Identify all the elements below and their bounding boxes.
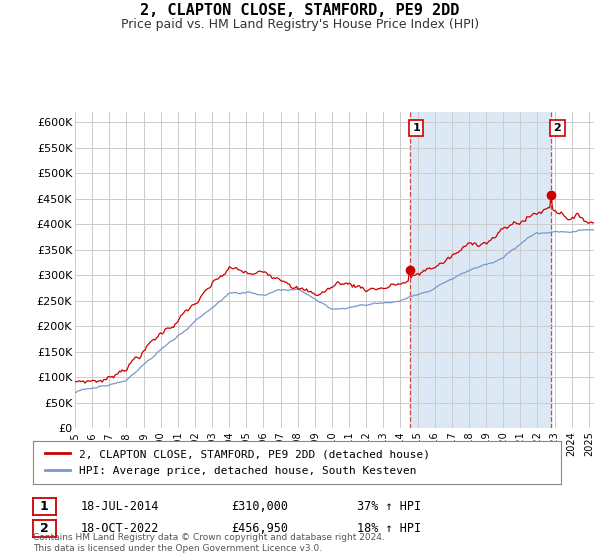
Legend: 2, CLAPTON CLOSE, STAMFORD, PE9 2DD (detached house), HPI: Average price, detach: 2, CLAPTON CLOSE, STAMFORD, PE9 2DD (det… (38, 442, 436, 483)
Text: 2, CLAPTON CLOSE, STAMFORD, PE9 2DD: 2, CLAPTON CLOSE, STAMFORD, PE9 2DD (140, 3, 460, 18)
Text: 18% ↑ HPI: 18% ↑ HPI (357, 522, 421, 535)
Text: £456,950: £456,950 (231, 522, 288, 535)
Text: 2: 2 (554, 123, 562, 133)
Text: 37% ↑ HPI: 37% ↑ HPI (357, 500, 421, 513)
Text: Price paid vs. HM Land Registry's House Price Index (HPI): Price paid vs. HM Land Registry's House … (121, 18, 479, 31)
Text: 1: 1 (40, 500, 49, 513)
Text: 18-JUL-2014: 18-JUL-2014 (81, 500, 160, 513)
Text: £310,000: £310,000 (231, 500, 288, 513)
Text: 1: 1 (412, 123, 420, 133)
Bar (410, 112, 551, 428)
Text: Contains HM Land Registry data © Crown copyright and database right 2024.
This d: Contains HM Land Registry data © Crown c… (33, 533, 385, 553)
Text: 18-OCT-2022: 18-OCT-2022 (81, 522, 160, 535)
Text: 2: 2 (40, 522, 49, 535)
